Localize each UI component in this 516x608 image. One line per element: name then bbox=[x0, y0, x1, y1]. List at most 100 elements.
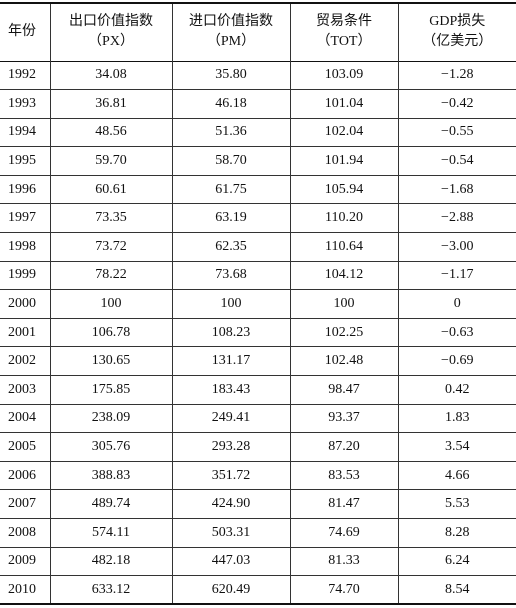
table-row: 2006 388.83 351.72 83.53 4.66 bbox=[0, 461, 516, 490]
header-text: 年份 bbox=[8, 24, 36, 40]
value-cell: 388.83 bbox=[49, 461, 173, 490]
value-cell: 293.28 bbox=[171, 432, 291, 462]
value-cell: 424.90 bbox=[171, 489, 291, 519]
header-text: （亿美元） bbox=[422, 34, 493, 50]
year-cell: 1993 bbox=[0, 89, 51, 119]
header-row: 年份 出口价值指数 （PX） 进口价值指数 （PM） 贸易条件 （TOT） GDP损失 （亿美元… bbox=[0, 3, 516, 61]
table-row: 1999 78.22 73.68 104.12 −1.17 bbox=[0, 261, 516, 290]
value-cell: 34.08 bbox=[49, 61, 173, 90]
header-cell: 贸易条件 （TOT） bbox=[289, 3, 399, 61]
header-text: 出口价值指数 bbox=[69, 14, 153, 30]
value-cell: −0.55 bbox=[397, 118, 516, 147]
value-cell: −1.28 bbox=[397, 61, 516, 90]
value-cell: 59.70 bbox=[49, 146, 173, 176]
value-cell: 83.53 bbox=[289, 461, 399, 490]
year-cell: 1992 bbox=[0, 61, 51, 90]
value-cell: 100 bbox=[49, 289, 173, 319]
value-cell: 61.75 bbox=[171, 175, 291, 204]
table-row: 1997 73.35 63.19 110.20 −2.88 bbox=[0, 203, 516, 233]
table-row: 1995 59.70 58.70 101.94 −0.54 bbox=[0, 146, 516, 176]
value-cell: 73.72 bbox=[49, 232, 173, 262]
value-cell: 35.80 bbox=[171, 61, 291, 90]
value-cell: 101.94 bbox=[289, 146, 399, 176]
table-row: 1994 48.56 51.36 102.04 −0.55 bbox=[0, 118, 516, 147]
value-cell: 62.35 bbox=[171, 232, 291, 262]
year-cell: 2010 bbox=[0, 575, 51, 605]
year-cell: 1999 bbox=[0, 261, 51, 290]
table-row: 2001 106.78 108.23 102.25 −0.63 bbox=[0, 318, 516, 347]
value-cell: 131.17 bbox=[171, 346, 291, 376]
value-cell: 101.04 bbox=[289, 89, 399, 119]
value-cell: 3.54 bbox=[397, 432, 516, 462]
value-cell: 8.28 bbox=[397, 518, 516, 548]
table-header: 年份 出口价值指数 （PX） 进口价值指数 （PM） 贸易条件 （TOT） GDP损失 （亿美元… bbox=[0, 3, 516, 61]
value-cell: 74.70 bbox=[289, 575, 399, 605]
value-cell: 73.35 bbox=[49, 203, 173, 233]
value-cell: 48.56 bbox=[49, 118, 173, 147]
value-cell: 78.22 bbox=[49, 261, 173, 290]
value-cell: 110.64 bbox=[289, 232, 399, 262]
value-cell: 0.42 bbox=[397, 375, 516, 405]
value-cell: 503.31 bbox=[171, 518, 291, 548]
header-text: （PM） bbox=[206, 34, 256, 50]
header-text: GDP损失 bbox=[429, 14, 486, 30]
value-cell: 5.53 bbox=[397, 489, 516, 519]
value-cell: 87.20 bbox=[289, 432, 399, 462]
value-cell: 238.09 bbox=[49, 404, 173, 433]
table-body: 1992 34.08 35.80 103.09 −1.28 1993 36.81 46.18 1… bbox=[0, 61, 516, 605]
header-text: 贸易条件 bbox=[316, 14, 372, 30]
header-text: 进口价值指数 bbox=[189, 14, 273, 30]
value-cell: −0.42 bbox=[397, 89, 516, 119]
value-cell: 51.36 bbox=[171, 118, 291, 147]
table-row: 2005 305.76 293.28 87.20 3.54 bbox=[0, 432, 516, 462]
header-text: （TOT） bbox=[316, 34, 372, 50]
value-cell: 482.18 bbox=[49, 547, 173, 576]
table-row: 2002 130.65 131.17 102.48 −0.69 bbox=[0, 346, 516, 376]
value-cell: 102.25 bbox=[289, 318, 399, 347]
value-cell: −3.00 bbox=[397, 232, 516, 262]
table-row: 2009 482.18 447.03 81.33 6.24 bbox=[0, 547, 516, 576]
value-cell: 102.04 bbox=[289, 118, 399, 147]
year-cell: 2007 bbox=[0, 489, 51, 519]
header-cell: GDP损失 （亿美元） bbox=[397, 3, 516, 61]
year-cell: 2000 bbox=[0, 289, 51, 319]
value-cell: 98.47 bbox=[289, 375, 399, 405]
year-cell: 1995 bbox=[0, 146, 51, 176]
year-cell: 2002 bbox=[0, 346, 51, 376]
value-cell: 73.68 bbox=[171, 261, 291, 290]
year-cell: 2001 bbox=[0, 318, 51, 347]
value-cell: 574.11 bbox=[49, 518, 173, 548]
value-cell: −1.68 bbox=[397, 175, 516, 204]
value-cell: −1.17 bbox=[397, 261, 516, 290]
value-cell: 183.43 bbox=[171, 375, 291, 405]
value-cell: −0.54 bbox=[397, 146, 516, 176]
value-cell: 110.20 bbox=[289, 203, 399, 233]
value-cell: 103.09 bbox=[289, 61, 399, 90]
value-cell: 0 bbox=[397, 289, 516, 319]
value-cell: 74.69 bbox=[289, 518, 399, 548]
value-cell: 81.47 bbox=[289, 489, 399, 519]
value-cell: 175.85 bbox=[49, 375, 173, 405]
value-cell: −2.88 bbox=[397, 203, 516, 233]
table-row: 2010 633.12 620.49 74.70 8.54 bbox=[0, 575, 516, 605]
value-cell: 1.83 bbox=[397, 404, 516, 433]
year-cell: 2008 bbox=[0, 518, 51, 548]
table-row: 1993 36.81 46.18 101.04 −0.42 bbox=[0, 89, 516, 119]
table-row: 2000 100 100 100 0 bbox=[0, 289, 516, 319]
value-cell: 105.94 bbox=[289, 175, 399, 204]
value-cell: 351.72 bbox=[171, 461, 291, 490]
value-cell: 305.76 bbox=[49, 432, 173, 462]
value-cell: 108.23 bbox=[171, 318, 291, 347]
value-cell: 93.37 bbox=[289, 404, 399, 433]
header-cell: 进口价值指数 （PM） bbox=[171, 3, 291, 61]
value-cell: 104.12 bbox=[289, 261, 399, 290]
value-cell: 100 bbox=[289, 289, 399, 319]
value-cell: 447.03 bbox=[171, 547, 291, 576]
value-cell: −0.63 bbox=[397, 318, 516, 347]
header-cell: 出口价值指数 （PX） bbox=[49, 3, 173, 61]
value-cell: 106.78 bbox=[49, 318, 173, 347]
year-cell: 2006 bbox=[0, 461, 51, 490]
table-row: 2003 175.85 183.43 98.47 0.42 bbox=[0, 375, 516, 405]
